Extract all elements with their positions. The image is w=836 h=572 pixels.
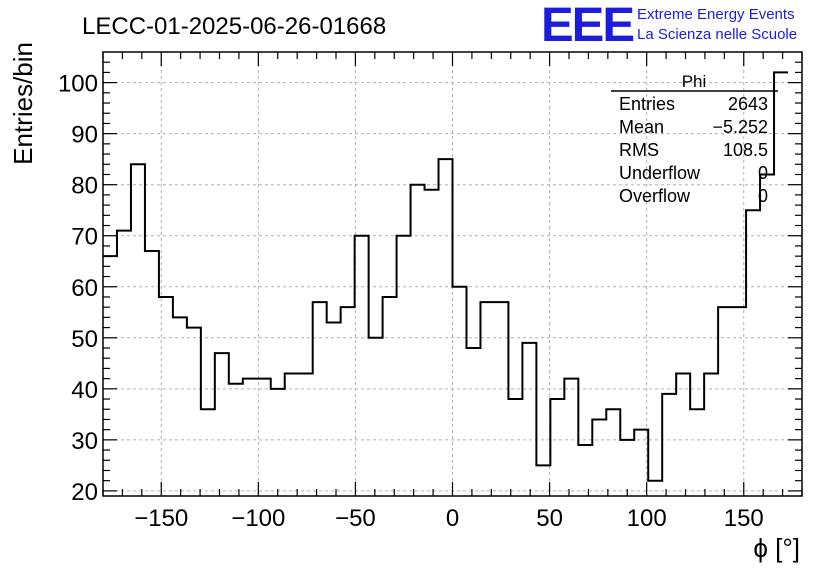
stats-label-rms: RMS (619, 140, 659, 160)
stats-value-overflow: 0 (758, 186, 768, 206)
chart-title: LECC-01-2025-06-26-01668 (82, 13, 386, 40)
y-axis-label: Entries/bin (8, 42, 38, 165)
y-tick-label: 100 (58, 71, 98, 98)
stats-value-mean: −5.252 (712, 117, 768, 137)
stats-box: Phi Entries 2643 Mean −5.252 RMS 108.5 U… (611, 72, 778, 206)
x-tick-label: −150 (134, 505, 188, 532)
stats-value-rms: 108.5 (723, 140, 768, 160)
y-tick-label: 30 (71, 428, 98, 455)
stats-label-underflow: Underflow (619, 163, 701, 183)
axes: 20 30 40 50 60 70 80 90 100 −150 −100 −50 0 50 100 150 (58, 51, 803, 532)
x-tick-label: 150 (724, 505, 764, 532)
histogram-series (103, 71, 789, 482)
y-tick-label: 80 (71, 173, 98, 200)
stats-value-entries: 2643 (728, 94, 768, 114)
stats-label-entries: Entries (619, 94, 675, 114)
x-tick-label: 50 (536, 505, 563, 532)
logo-line-1: Extreme Energy Events (637, 6, 795, 23)
stats-label-overflow: Overflow (619, 186, 691, 206)
y-tick-label: 40 (71, 377, 98, 404)
y-tick-label: 20 (71, 479, 98, 506)
x-tick-label: −100 (231, 505, 285, 532)
y-tick-label: 70 (71, 224, 98, 251)
stats-title: Phi (682, 72, 707, 91)
stats-label-mean: Mean (619, 117, 664, 137)
stats-value-underflow: 0 (758, 163, 768, 183)
x-tick-label: 0 (446, 505, 459, 532)
y-tick-label: 60 (71, 275, 98, 302)
x-tick-label: −50 (335, 505, 376, 532)
y-tick-label: 90 (71, 122, 98, 149)
eee-logo: EEE (541, 0, 634, 52)
x-tick-label: 100 (627, 505, 667, 532)
x-axis-label: ϕ [°] (753, 533, 800, 563)
logo-line-2: La Scienza nelle Scuole (637, 26, 797, 43)
y-tick-label: 50 (71, 326, 98, 353)
histogram-outline (103, 71, 789, 482)
